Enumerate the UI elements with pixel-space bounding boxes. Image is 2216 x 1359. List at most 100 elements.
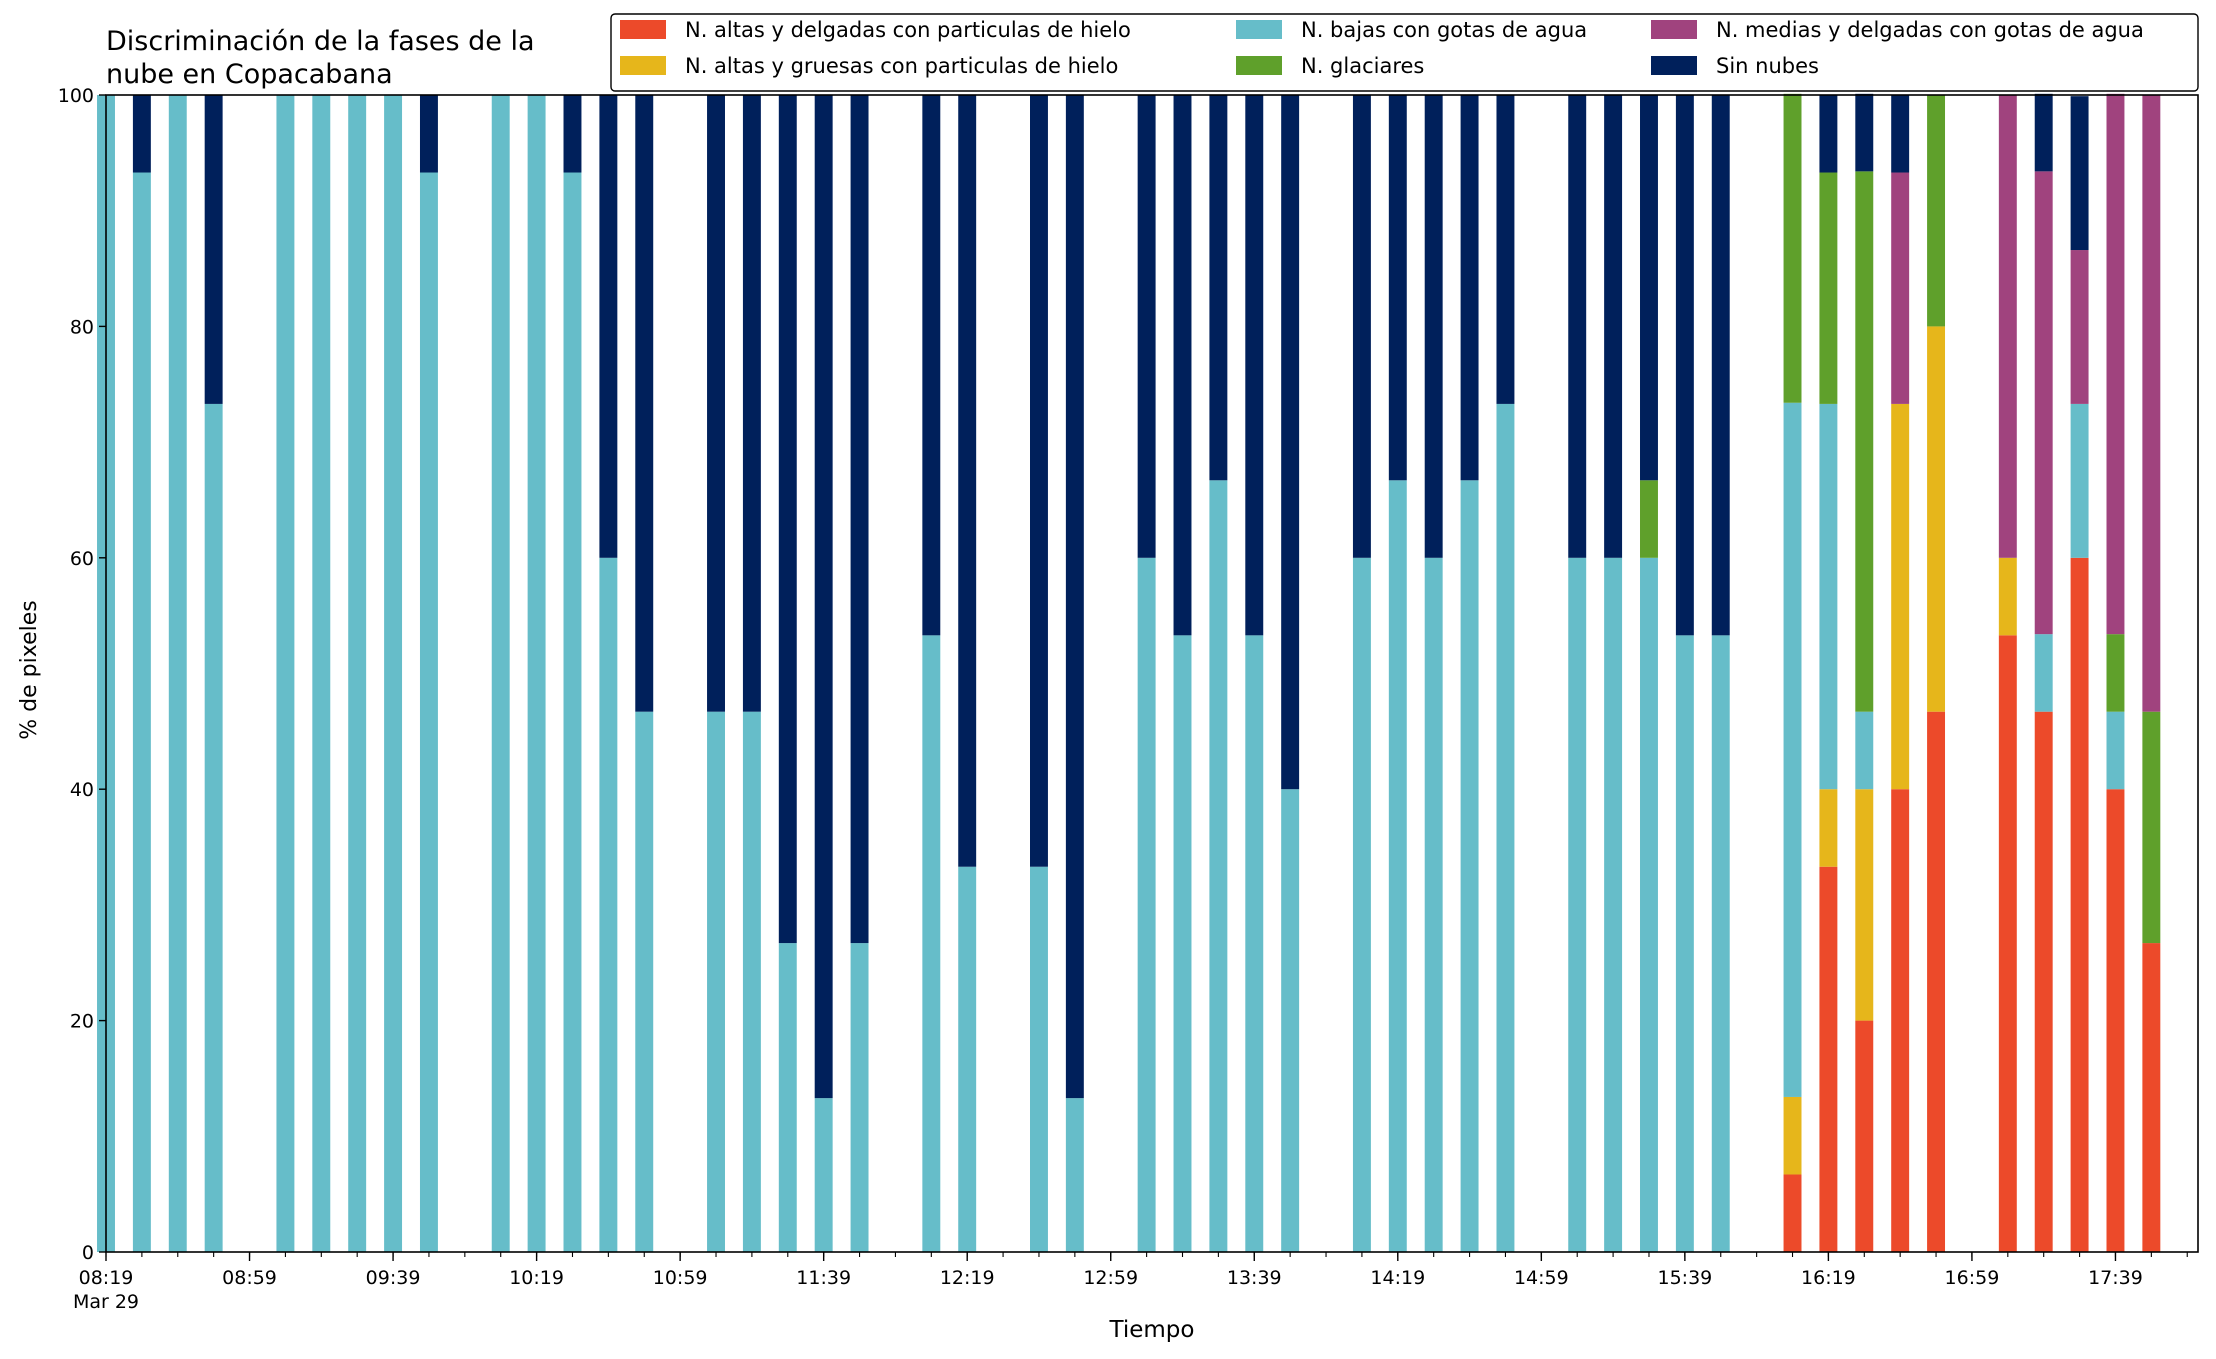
bar-1739-medias_delgadas_agua	[2106, 93, 2125, 635]
y-tick-label: 60	[70, 548, 94, 570]
legend: N. altas y delgadas con particulas de hi…	[610, 13, 2199, 92]
x-tick-label: 12:59	[1083, 1267, 1138, 1289]
bar-1129-sin_nubes	[778, 95, 797, 944]
bar-1709-altas_delgadas_hielo	[1998, 635, 2017, 1252]
x-tick-label: 09:39	[366, 1267, 421, 1289]
bar-1409-sin_nubes	[1352, 95, 1371, 558]
bar-1529-sin_nubes	[1640, 95, 1658, 481]
x-axis-label: Tiempo	[1109, 1317, 1195, 1343]
bar-1639-medias_delgadas_agua	[1891, 172, 1910, 404]
bar-1749-glaciares	[2142, 711, 2161, 944]
bar-1209-bajas_agua	[922, 635, 941, 1252]
bar-1529-glaciares	[1640, 480, 1658, 558]
bar-1429-sin_nubes	[1424, 95, 1443, 558]
x-tick-label: 08:19	[79, 1267, 134, 1289]
bar-1329-sin_nubes	[1209, 95, 1228, 481]
bar-1619-altas_delgadas_hielo	[1819, 866, 1838, 1252]
bar-1319-sin_nubes	[1173, 95, 1192, 636]
bar-1539-sin_nubes	[1675, 95, 1694, 636]
bar-1429-bajas_agua	[1424, 557, 1443, 1252]
bar-1719-altas_delgadas_hielo	[2034, 711, 2053, 1252]
bar-1619-glaciares	[1819, 172, 1838, 404]
legend-swatch-medias_delgadas_agua	[1651, 20, 1697, 39]
bar-1549-bajas_agua	[1711, 635, 1730, 1252]
bar-1439-bajas_agua	[1460, 480, 1479, 1252]
bar-1709-medias_delgadas_agua	[1998, 95, 2017, 558]
bar-1609-glaciares	[1783, 93, 1802, 403]
bar-1539-bajas_agua	[1675, 635, 1694, 1252]
bar-1329-bajas_agua	[1209, 480, 1228, 1252]
bar-1409-bajas_agua	[1352, 557, 1371, 1252]
plot-frame	[105, 94, 2199, 1253]
x-tick-label: 16:19	[1801, 1267, 1856, 1289]
bar-1639-altas_gruesas_hielo	[1891, 403, 1910, 790]
legend-label-altas_gruesas_hielo: N. altas y gruesas con particulas de hie…	[685, 54, 1118, 78]
bar-1719-bajas_agua	[2034, 634, 2053, 712]
bar-1729-altas_delgadas_hielo	[2070, 557, 2089, 1252]
legend-box	[610, 13, 2199, 92]
legend-label-glaciares: N. glaciares	[1301, 54, 1424, 78]
bar-1349-bajas_agua	[1281, 789, 1300, 1252]
bar-1049-sin_nubes	[635, 95, 654, 712]
x-tick-date-label: Mar 29	[73, 1291, 139, 1313]
x-tick-label: 16:59	[1945, 1267, 2000, 1289]
x-tick-label: 11:39	[796, 1267, 851, 1289]
legend-label-altas_delgadas_hielo: N. altas y delgadas con particulas de hi…	[685, 18, 1131, 42]
y-axis-label: % de pixeles	[17, 600, 42, 739]
bar-1729-medias_delgadas_agua	[2070, 250, 2089, 404]
x-tick-label: 13:39	[1227, 1267, 1282, 1289]
bar-1419-sin_nubes	[1388, 95, 1407, 481]
bar-1029-sin_nubes	[563, 95, 582, 173]
bar-1619-altas_gruesas_hielo	[1819, 789, 1838, 867]
legend-swatch-altas_delgadas_hielo	[620, 20, 666, 39]
bar-1449-bajas_agua	[1496, 403, 1515, 1252]
bar-1239-bajas_agua	[1030, 866, 1048, 1252]
bar-1609-bajas_agua	[1783, 402, 1802, 1097]
bar-1439-sin_nubes	[1460, 95, 1479, 481]
x-tick-label: 14:59	[1514, 1267, 1569, 1289]
bar-1629-bajas_agua	[1855, 711, 1874, 790]
bar-1619-sin_nubes	[1819, 95, 1838, 173]
bar-1639-altas_delgadas_hielo	[1891, 789, 1910, 1252]
y-tick-label: 40	[70, 779, 94, 801]
bar-1649-altas_delgadas_hielo	[1927, 711, 1946, 1252]
x-tick-label: 10:19	[509, 1267, 564, 1289]
x-tick-label: 08:59	[222, 1267, 277, 1289]
bar-1249-bajas_agua	[1065, 1098, 1084, 1252]
legend-swatch-glaciares	[1236, 56, 1282, 75]
bar-1739-bajas_agua	[2106, 711, 2125, 790]
bar-1629-altas_gruesas_hielo	[1855, 789, 1874, 1021]
y-tick-label: 100	[58, 85, 94, 107]
bar-1019-bajas_agua	[527, 95, 546, 1252]
bar-1219-bajas_agua	[958, 866, 977, 1252]
bar-1149-bajas_agua	[850, 943, 869, 1252]
bar-1749-altas_delgadas_hielo	[2142, 943, 2161, 1252]
bar-1739-glaciares	[2106, 634, 2125, 712]
y-tick-label: 0	[82, 1242, 94, 1264]
bar-1729-bajas_agua	[2070, 403, 2089, 558]
bar-0929-bajas_agua	[348, 95, 367, 1252]
bar-0849-sin_nubes	[204, 95, 223, 404]
legend-label-sin_nubes: Sin nubes	[1716, 54, 1819, 78]
bar-1139-bajas_agua	[814, 1098, 833, 1252]
chart-title-line-1: Discriminación de la fases de la	[106, 26, 535, 57]
bar-1729-sin_nubes	[2070, 96, 2089, 251]
bar-1519-bajas_agua	[1604, 557, 1623, 1252]
bar-1719-sin_nubes	[2034, 93, 2053, 172]
bar-1139-sin_nubes	[814, 95, 833, 1099]
bar-1049-bajas_agua	[635, 711, 654, 1252]
bar-1209-sin_nubes	[922, 95, 941, 636]
legend-label-medias_delgadas_agua: N. medias y delgadas con gotas de agua	[1716, 18, 2144, 42]
bar-1629-sin_nubes	[1855, 93, 1874, 172]
bar-1709-altas_gruesas_hielo	[1998, 557, 2017, 636]
bar-1039-sin_nubes	[599, 95, 618, 558]
x-tick-label: 17:39	[2088, 1267, 2143, 1289]
bar-1339-bajas_agua	[1245, 635, 1264, 1252]
bar-1519-sin_nubes	[1604, 95, 1623, 558]
legend-swatch-altas_gruesas_hielo	[620, 56, 666, 75]
bar-1119-sin_nubes	[742, 95, 761, 712]
bar-0849-bajas_agua	[204, 403, 223, 1252]
bar-1549-sin_nubes	[1711, 95, 1730, 636]
bar-1629-glaciares	[1855, 171, 1874, 712]
bar-1609-altas_delgadas_hielo	[1783, 1174, 1802, 1252]
